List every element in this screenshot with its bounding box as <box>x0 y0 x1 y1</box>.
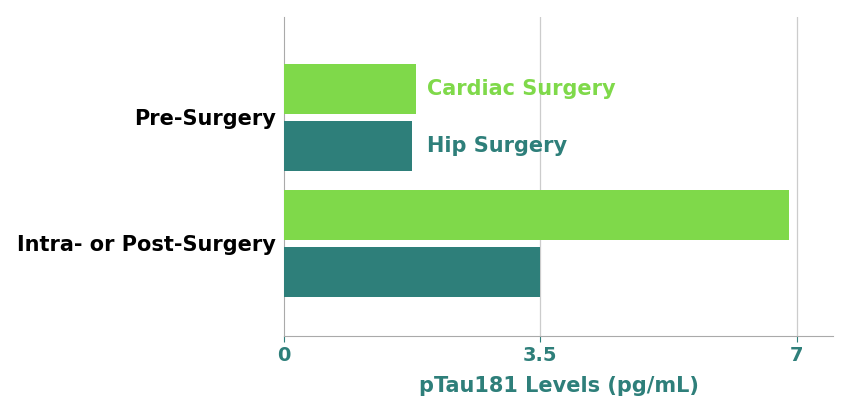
X-axis label: pTau181 Levels (pg/mL): pTau181 Levels (pg/mL) <box>419 376 699 396</box>
Text: Cardiac Surgery: Cardiac Surgery <box>427 79 615 99</box>
Bar <box>284 64 416 114</box>
Bar <box>284 247 541 297</box>
Text: Hip Surgery: Hip Surgery <box>427 136 567 156</box>
Bar <box>284 190 790 240</box>
Bar <box>284 121 412 171</box>
